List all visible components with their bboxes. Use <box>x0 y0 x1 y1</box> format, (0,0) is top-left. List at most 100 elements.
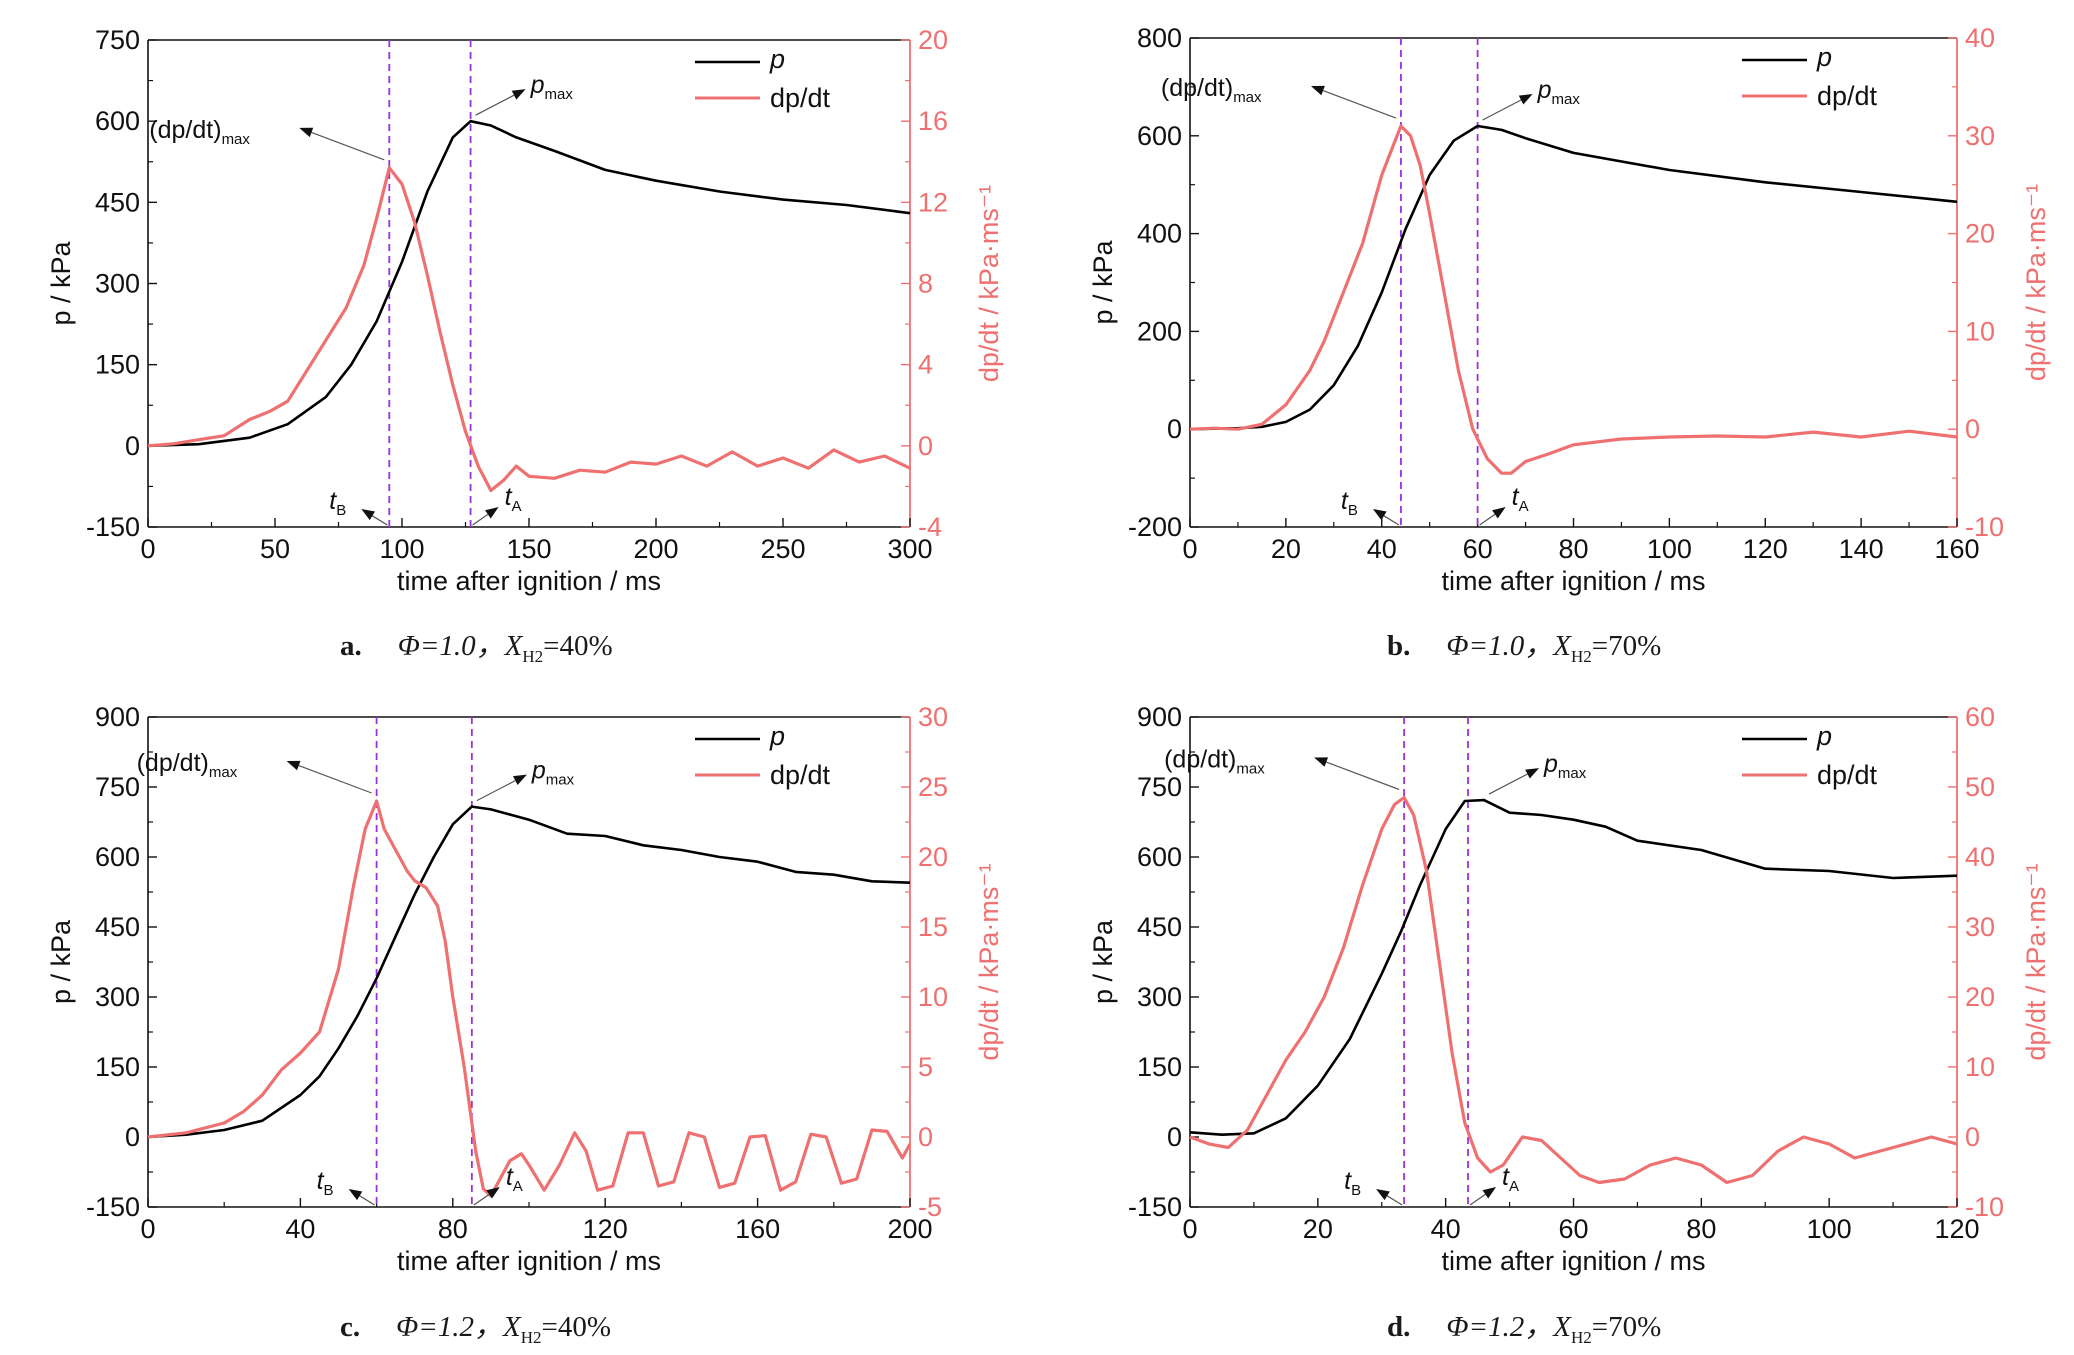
legend-dpdt-label: dp/dt <box>1817 81 1878 111</box>
caption-tail: =40% <box>543 630 613 662</box>
caption-tail: =70% <box>1591 1311 1662 1343</box>
y-left-tick-label: -150 <box>86 512 140 542</box>
y-right-tick-label: 30 <box>918 702 948 732</box>
annot-dpdt-max: (dp/dt)max <box>1161 74 1262 106</box>
tB-arrow-line <box>359 1195 375 1206</box>
caption-label: a. <box>340 630 362 662</box>
dpdt-max-arrow-line <box>298 765 372 794</box>
series-p-line <box>147 805 911 1139</box>
y-right-tick-label: 8 <box>918 269 933 299</box>
x-tick-label: 140 <box>1839 534 1884 564</box>
tB-arrow-line <box>372 515 388 526</box>
y-right-tick-label: 12 <box>918 187 948 217</box>
y-left-tick-label: 600 <box>95 106 140 136</box>
legend-p-label: p <box>1816 42 1832 72</box>
annot-dpdt-max: (dp/dt)max <box>137 749 238 781</box>
legend-dpdt-label: dp/dt <box>770 83 831 113</box>
tB-arrow-head <box>1372 509 1387 521</box>
annot-tA: tA <box>1512 483 1529 515</box>
annot-dpdt-max: (dp/dt)max <box>149 116 250 148</box>
panel-d: 0 20 40 60 80 100 120 -150 0 150 300 450 600 750 900 -1… <box>1037 677 2074 1354</box>
annot-pmax: pmax <box>530 71 574 103</box>
caption-sub: H2 <box>520 1327 542 1347</box>
x-tick-label: 120 <box>1743 534 1788 564</box>
annotations: (dp/dt)max pmax tB tA <box>1161 74 1580 526</box>
y-right-tick-label: 30 <box>1965 912 1995 942</box>
x-tick-label: 40 <box>1431 1214 1461 1244</box>
y-right-axis-label: dp/dt / kPa·ms⁻¹ <box>2021 184 2051 381</box>
dpdt-max-arrow-head <box>286 760 301 771</box>
y-left-tick-label: 0 <box>1167 1122 1182 1152</box>
caption-text: Φ=1.2，X <box>1446 1311 1572 1343</box>
y-right-tick-label: 0 <box>918 1122 933 1152</box>
pmax-arrow-line <box>1482 99 1522 121</box>
x-tick-label: 80 <box>1686 1214 1716 1244</box>
x-tick-label: 150 <box>506 534 551 564</box>
annotations: (dp/dt)max pmax tB tA <box>137 749 575 1206</box>
x-tick-label: 120 <box>583 1214 628 1244</box>
caption-label: d. <box>1387 1311 1411 1343</box>
dpdt-max-arrow-head <box>1314 757 1329 767</box>
series-p-line <box>1189 124 1958 431</box>
pmax-arrow-head <box>513 774 527 786</box>
annotations: (dp/dt)max pmax tB tA <box>149 71 574 526</box>
caption-a: a. Φ=1.0，XH2=40% <box>340 622 613 667</box>
y-left-axis-label: p / kPa <box>1088 919 1118 1004</box>
x-tick-label: 200 <box>633 534 678 564</box>
tA-arrow-head <box>486 1187 500 1199</box>
y-right-tick-label: 5 <box>918 1052 933 1082</box>
y-right-tick-label: 0 <box>918 431 933 461</box>
x-axis-label: time after ignition / ms <box>1441 1246 1705 1276</box>
y-right-axis-label: dp/dt / kPa·ms⁻¹ <box>2021 863 2051 1060</box>
caption-tail: =40% <box>541 1311 612 1343</box>
x-tick-label: 80 <box>438 1214 468 1244</box>
annot-tA: tA <box>505 483 522 515</box>
y-left-tick-label: 900 <box>1137 702 1182 732</box>
caption-d: d. Φ=1.2，XH2=70% <box>1387 1303 1661 1348</box>
y-right-tick-label: 16 <box>918 106 948 136</box>
y-left-tick-label: 300 <box>95 269 140 299</box>
pmax-arrow-line <box>1488 773 1528 795</box>
tA-arrow-line <box>472 513 489 526</box>
annotations: (dp/dt)max pmax tB tA <box>1164 746 1587 1206</box>
y-left-tick-label: 0 <box>125 431 140 461</box>
y-right-axis-label: dp/dt / kPa·ms⁻¹ <box>974 863 1004 1060</box>
legend-p-label: p <box>1816 721 1832 751</box>
y-right-tick-label: 15 <box>918 912 948 942</box>
caption-sub: H2 <box>1571 646 1592 666</box>
tA-arrow-head <box>1482 1187 1497 1199</box>
y-right-tick-label: -10 <box>1965 1192 2004 1222</box>
caption-text: Φ=1.0，X <box>1446 630 1572 662</box>
y-left-axis-label: p / kPa <box>46 240 76 325</box>
y-left-tick-label: -150 <box>86 1192 140 1222</box>
y-left-tick-label: 300 <box>1137 982 1182 1012</box>
annot-pmax: pmax <box>531 757 575 789</box>
x-tick-label: 160 <box>735 1214 780 1244</box>
y-right-tick-label: 0 <box>1965 1122 1980 1152</box>
y-right-tick-label: 4 <box>918 350 933 380</box>
y-left-tick-label: -200 <box>1128 512 1182 542</box>
tA-arrow-line <box>473 1193 490 1206</box>
x-tick-label: 300 <box>887 534 932 564</box>
tA-arrow-line <box>1479 513 1496 526</box>
y-left-tick-label: 0 <box>125 1122 140 1152</box>
annot-tB: tB <box>317 1167 334 1199</box>
x-tick-label: 250 <box>760 534 805 564</box>
series-dpdt-line <box>1189 124 1958 475</box>
y-right-tick-label: 40 <box>1965 23 1995 53</box>
y-right-axis-label: dp/dt / kPa·ms⁻¹ <box>974 185 1004 382</box>
x-tick-label: 200 <box>887 1214 932 1244</box>
legend-p-label: p <box>769 721 785 751</box>
chart-c: 0 40 80 120 160 200-1500150300450600750900-50… <box>46 702 1004 1276</box>
y-left-axis-label: p / kPa <box>46 919 76 1004</box>
annot-pmax: pmax <box>1543 750 1587 782</box>
y-right-tick-label: 20 <box>918 25 948 55</box>
x-tick-label: 60 <box>1558 1214 1588 1244</box>
tB-arrow-head <box>361 509 375 521</box>
y-right-tick-label: 10 <box>1965 1052 1995 1082</box>
y-left-tick-label: 750 <box>1137 772 1182 802</box>
pmax-arrow-head <box>511 89 526 100</box>
x-tick-label: 160 <box>1934 534 1979 564</box>
panel-c: 0 40 80 120 160 200 -150 0 150 300 450 600 750 900 -5 0… <box>0 677 1037 1354</box>
y-right-tick-label: -5 <box>918 1192 942 1222</box>
